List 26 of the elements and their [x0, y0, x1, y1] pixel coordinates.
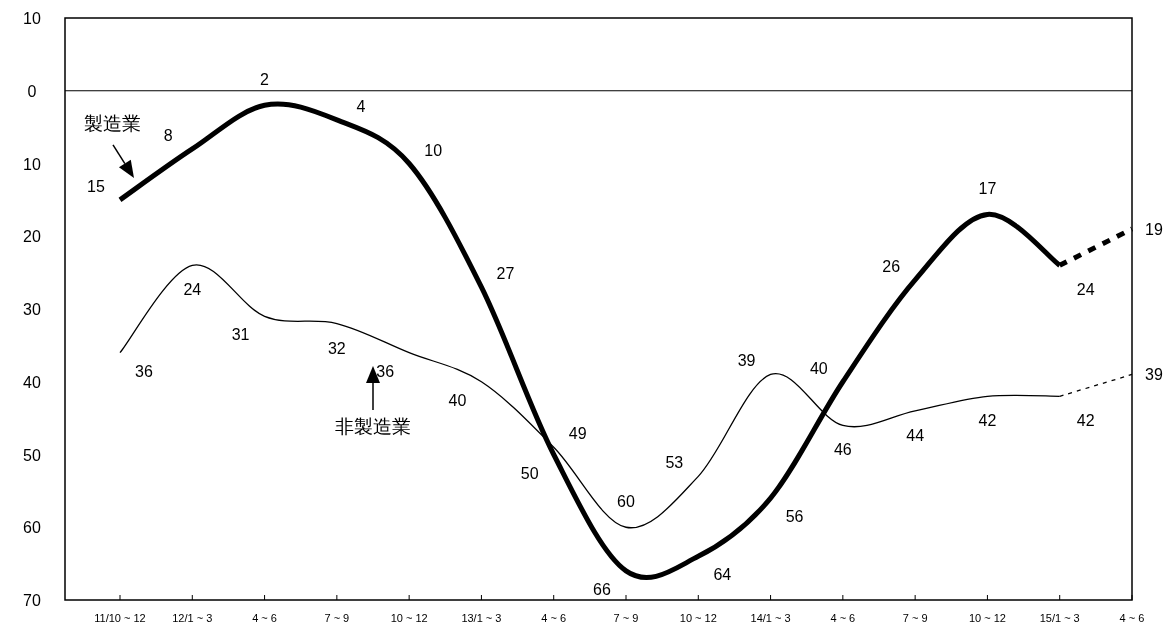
x-tick-label: 15/1 ~ 3 — [1039, 612, 1080, 624]
y-tick-label: 30 — [23, 301, 41, 318]
x-tick-label: 11/10 ~ 12 — [94, 612, 146, 624]
x-tick-label: 7 ~ 9 — [613, 612, 639, 624]
x-tick-label: 10 ~ 12 — [968, 612, 1006, 624]
y-tick-label: 10 — [23, 155, 41, 173]
y-tick-label: 0 — [27, 82, 37, 100]
x-tick-label: 10 ~ 12 — [679, 612, 717, 624]
y-tick-label: 10 — [23, 10, 41, 27]
y-tick-label: 40 — [23, 373, 41, 391]
y-tick-label: 60 — [23, 519, 41, 537]
y-tick-label: 50 — [23, 446, 41, 464]
x-tick-label: 7 ~ 9 — [324, 612, 350, 624]
y-tick-label: 20 — [23, 228, 41, 246]
text: 製造業 — [83, 112, 141, 134]
x-tick-label: 4 ~ 6 — [1119, 612, 1145, 624]
x-tick-label: 13/1 ~ 3 — [461, 612, 502, 624]
x-tick-label: 7 ~ 9 — [902, 612, 928, 624]
x-tick-label: 12/1 ~ 3 — [172, 612, 213, 624]
x-tick-label: 4 ~ 6 — [541, 612, 567, 624]
x-tick-label: 10 ~ 12 — [390, 612, 428, 624]
x-tick-label: 4 ~ 6 — [830, 612, 856, 624]
x-tick-label: 14/1 ~ 3 — [750, 612, 791, 624]
x-tick-label: 4 ~ 6 — [252, 612, 277, 624]
legend-label: 非製造業 — [335, 416, 411, 438]
y-tick-label: 70 — [23, 592, 41, 609]
